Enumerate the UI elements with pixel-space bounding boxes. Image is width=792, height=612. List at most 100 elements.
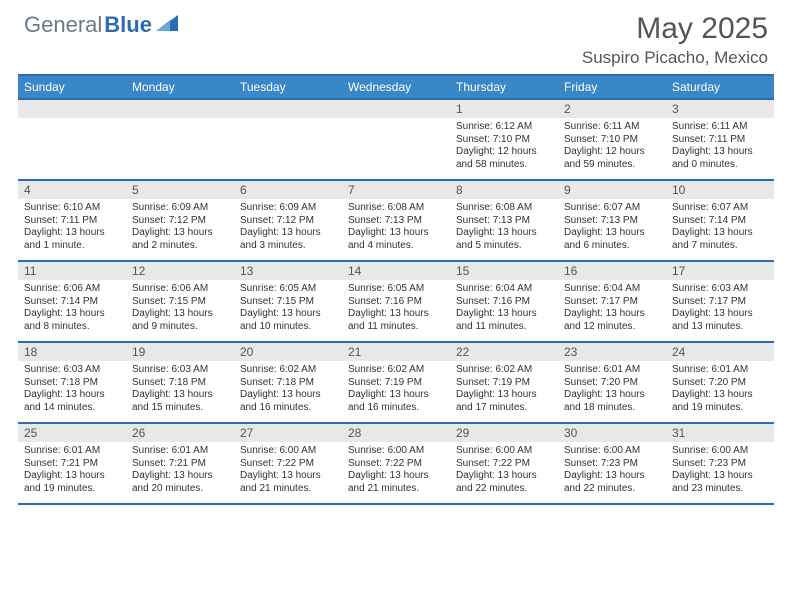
day-cell: Sunrise: 6:11 AMSunset: 7:11 PMDaylight:… — [666, 118, 774, 179]
daylight-text: Daylight: 13 hours and 0 minutes. — [672, 146, 768, 171]
daylight-text: Daylight: 13 hours and 5 minutes. — [456, 227, 552, 252]
day-cell: Sunrise: 6:02 AMSunset: 7:18 PMDaylight:… — [234, 361, 342, 422]
date-number: 13 — [234, 262, 342, 280]
sunset-text: Sunset: 7:16 PM — [456, 296, 552, 309]
sunset-text: Sunset: 7:10 PM — [456, 134, 552, 147]
day-cell — [234, 118, 342, 179]
sunrise-text: Sunrise: 6:01 AM — [564, 364, 660, 377]
daylight-text: Daylight: 13 hours and 20 minutes. — [132, 470, 228, 495]
date-number — [234, 100, 342, 118]
day-cell: Sunrise: 6:00 AMSunset: 7:23 PMDaylight:… — [558, 442, 666, 503]
day-cell: Sunrise: 6:10 AMSunset: 7:11 PMDaylight:… — [18, 199, 126, 260]
daylight-text: Daylight: 13 hours and 19 minutes. — [24, 470, 120, 495]
sunrise-text: Sunrise: 6:01 AM — [24, 445, 120, 458]
date-number: 6 — [234, 181, 342, 199]
month-title: May 2025 — [582, 12, 768, 46]
daylight-text: Daylight: 13 hours and 15 minutes. — [132, 389, 228, 414]
sunrise-text: Sunrise: 6:04 AM — [456, 283, 552, 296]
day-header-sunday: Sunday — [18, 76, 126, 98]
sunset-text: Sunset: 7:21 PM — [132, 458, 228, 471]
day-cell: Sunrise: 6:03 AMSunset: 7:18 PMDaylight:… — [126, 361, 234, 422]
sunrise-text: Sunrise: 6:08 AM — [456, 202, 552, 215]
logo-triangle-icon — [156, 15, 178, 36]
sunrise-text: Sunrise: 6:09 AM — [132, 202, 228, 215]
sunset-text: Sunset: 7:18 PM — [24, 377, 120, 390]
date-number: 30 — [558, 424, 666, 442]
sunrise-text: Sunrise: 6:03 AM — [672, 283, 768, 296]
sunset-text: Sunset: 7:10 PM — [564, 134, 660, 147]
daylight-text: Daylight: 13 hours and 6 minutes. — [564, 227, 660, 252]
day-cell: Sunrise: 6:08 AMSunset: 7:13 PMDaylight:… — [450, 199, 558, 260]
daylight-text: Daylight: 13 hours and 2 minutes. — [132, 227, 228, 252]
daylight-text: Daylight: 13 hours and 11 minutes. — [456, 308, 552, 333]
daylight-text: Daylight: 13 hours and 13 minutes. — [672, 308, 768, 333]
day-cell: Sunrise: 6:01 AMSunset: 7:20 PMDaylight:… — [558, 361, 666, 422]
day-header-friday: Friday — [558, 76, 666, 98]
date-number: 17 — [666, 262, 774, 280]
daylight-text: Daylight: 13 hours and 7 minutes. — [672, 227, 768, 252]
daylight-text: Daylight: 13 hours and 18 minutes. — [564, 389, 660, 414]
sunrise-text: Sunrise: 6:00 AM — [456, 445, 552, 458]
date-number: 26 — [126, 424, 234, 442]
date-strip: 18192021222324 — [18, 343, 774, 361]
date-number: 4 — [18, 181, 126, 199]
sunset-text: Sunset: 7:12 PM — [132, 215, 228, 228]
sunset-text: Sunset: 7:13 PM — [456, 215, 552, 228]
sunrise-text: Sunrise: 6:11 AM — [672, 121, 768, 134]
sunset-text: Sunset: 7:18 PM — [132, 377, 228, 390]
day-cell: Sunrise: 6:06 AMSunset: 7:14 PMDaylight:… — [18, 280, 126, 341]
sunrise-text: Sunrise: 6:00 AM — [348, 445, 444, 458]
sunset-text: Sunset: 7:11 PM — [24, 215, 120, 228]
sunset-text: Sunset: 7:12 PM — [240, 215, 336, 228]
day-header-saturday: Saturday — [666, 76, 774, 98]
day-cell: Sunrise: 6:09 AMSunset: 7:12 PMDaylight:… — [234, 199, 342, 260]
sunrise-text: Sunrise: 6:03 AM — [132, 364, 228, 377]
sunrise-text: Sunrise: 6:03 AM — [24, 364, 120, 377]
date-strip: 25262728293031 — [18, 424, 774, 442]
date-number: 22 — [450, 343, 558, 361]
daylight-text: Daylight: 12 hours and 59 minutes. — [564, 146, 660, 171]
day-cell: Sunrise: 6:05 AMSunset: 7:16 PMDaylight:… — [342, 280, 450, 341]
day-header-thursday: Thursday — [450, 76, 558, 98]
daylight-text: Daylight: 13 hours and 22 minutes. — [456, 470, 552, 495]
sunset-text: Sunset: 7:23 PM — [564, 458, 660, 471]
day-cell: Sunrise: 6:00 AMSunset: 7:22 PMDaylight:… — [450, 442, 558, 503]
sunrise-text: Sunrise: 6:06 AM — [132, 283, 228, 296]
day-cell: Sunrise: 6:05 AMSunset: 7:15 PMDaylight:… — [234, 280, 342, 341]
sunset-text: Sunset: 7:14 PM — [672, 215, 768, 228]
sunrise-text: Sunrise: 6:10 AM — [24, 202, 120, 215]
sunrise-text: Sunrise: 6:09 AM — [240, 202, 336, 215]
sunset-text: Sunset: 7:22 PM — [240, 458, 336, 471]
daylight-text: Daylight: 13 hours and 16 minutes. — [240, 389, 336, 414]
week-row: 45678910Sunrise: 6:10 AMSunset: 7:11 PMD… — [18, 179, 774, 260]
sunrise-text: Sunrise: 6:07 AM — [564, 202, 660, 215]
sunset-text: Sunset: 7:19 PM — [348, 377, 444, 390]
date-number — [342, 100, 450, 118]
sunset-text: Sunset: 7:17 PM — [672, 296, 768, 309]
day-cell — [126, 118, 234, 179]
day-cell: Sunrise: 6:00 AMSunset: 7:22 PMDaylight:… — [342, 442, 450, 503]
sunrise-text: Sunrise: 6:01 AM — [672, 364, 768, 377]
daylight-text: Daylight: 13 hours and 17 minutes. — [456, 389, 552, 414]
logo-text-blue: Blue — [104, 12, 152, 38]
date-number: 14 — [342, 262, 450, 280]
sunrise-text: Sunrise: 6:00 AM — [564, 445, 660, 458]
location-title: Suspiro Picacho, Mexico — [582, 48, 768, 68]
sunset-text: Sunset: 7:18 PM — [240, 377, 336, 390]
sunset-text: Sunset: 7:15 PM — [132, 296, 228, 309]
day-cell: Sunrise: 6:09 AMSunset: 7:12 PMDaylight:… — [126, 199, 234, 260]
daylight-text: Daylight: 13 hours and 21 minutes. — [240, 470, 336, 495]
date-number: 25 — [18, 424, 126, 442]
daylight-text: Daylight: 13 hours and 1 minute. — [24, 227, 120, 252]
daylight-text: Daylight: 13 hours and 4 minutes. — [348, 227, 444, 252]
sunset-text: Sunset: 7:22 PM — [456, 458, 552, 471]
daylight-text: Daylight: 13 hours and 14 minutes. — [24, 389, 120, 414]
date-number: 15 — [450, 262, 558, 280]
date-number: 5 — [126, 181, 234, 199]
day-cell: Sunrise: 6:11 AMSunset: 7:10 PMDaylight:… — [558, 118, 666, 179]
date-number: 1 — [450, 100, 558, 118]
date-number: 12 — [126, 262, 234, 280]
day-cell: Sunrise: 6:03 AMSunset: 7:18 PMDaylight:… — [18, 361, 126, 422]
week-row: 25262728293031 Sunrise: 6:01 AM Sunset: 7:… — [18, 422, 774, 503]
date-number — [18, 100, 126, 118]
